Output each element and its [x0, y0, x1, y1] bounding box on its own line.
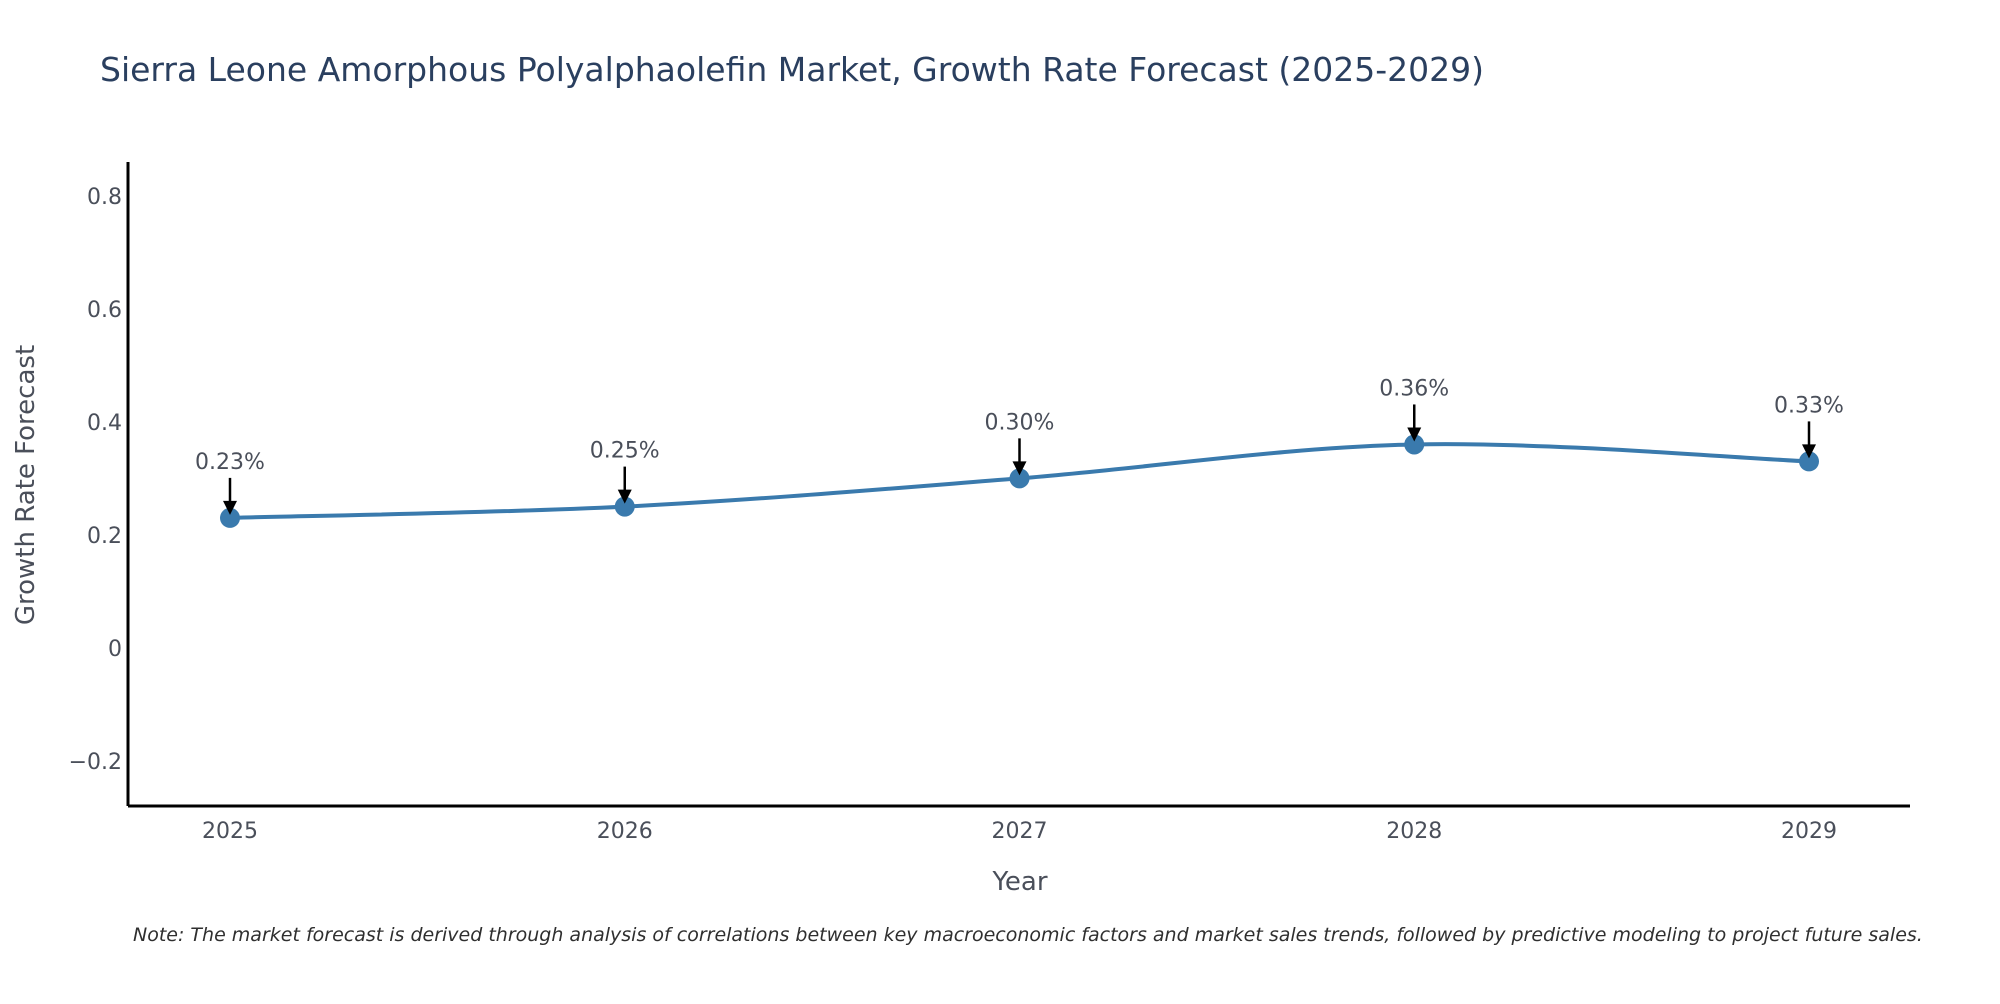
y-tick-label: 0: [108, 637, 122, 662]
x-tick-label: 2026: [597, 819, 653, 844]
y-tick-label: 0.2: [87, 524, 122, 549]
annotation-arrowhead: [1802, 444, 1816, 459]
data-point: [1799, 451, 1819, 472]
y-tick-label: 0.8: [87, 185, 122, 210]
x-axis-ticks: 2025 2026 2027 2028 2029: [202, 819, 1837, 844]
series-points: [220, 434, 1819, 528]
data-annotations: 0.23% 0.25% 0.30% 0.36% 0.33%: [195, 376, 1844, 515]
y-tick-label: 0.4: [87, 411, 122, 436]
annotation-arrowhead: [617, 489, 632, 504]
data-point: [1404, 434, 1425, 455]
data-label: 0.30%: [985, 410, 1055, 435]
data-label: 0.25%: [590, 439, 660, 464]
y-axis-title: Growth Rate Forecast: [11, 345, 41, 625]
data-point: [1009, 468, 1030, 489]
chart-title: Sierra Leone Amorphous Polyalphaolefin M…: [100, 50, 1484, 89]
data-label: 0.36%: [1379, 376, 1449, 401]
y-axis-ticks: −0.2 0 0.2 0.4 0.6 0.8: [69, 185, 122, 775]
x-tick-label: 2025: [202, 819, 258, 844]
x-tick-label: 2028: [1386, 819, 1442, 844]
footnote: Note: The market forecast is derived thr…: [133, 924, 1923, 946]
data-label: 0.33%: [1774, 393, 1844, 418]
annotation-arrowhead: [1012, 461, 1027, 476]
x-tick-label: 2029: [1781, 819, 1837, 844]
data-label: 0.23%: [195, 450, 265, 475]
x-tick-label: 2027: [992, 819, 1048, 844]
x-axis-title: Year: [991, 867, 1047, 897]
annotation-arrowhead: [223, 500, 237, 515]
y-tick-label: 0.6: [87, 298, 122, 323]
data-point: [614, 496, 635, 517]
annotation-arrowhead: [1407, 427, 1422, 442]
y-tick-label: −0.2: [69, 750, 122, 775]
data-point: [220, 507, 240, 528]
